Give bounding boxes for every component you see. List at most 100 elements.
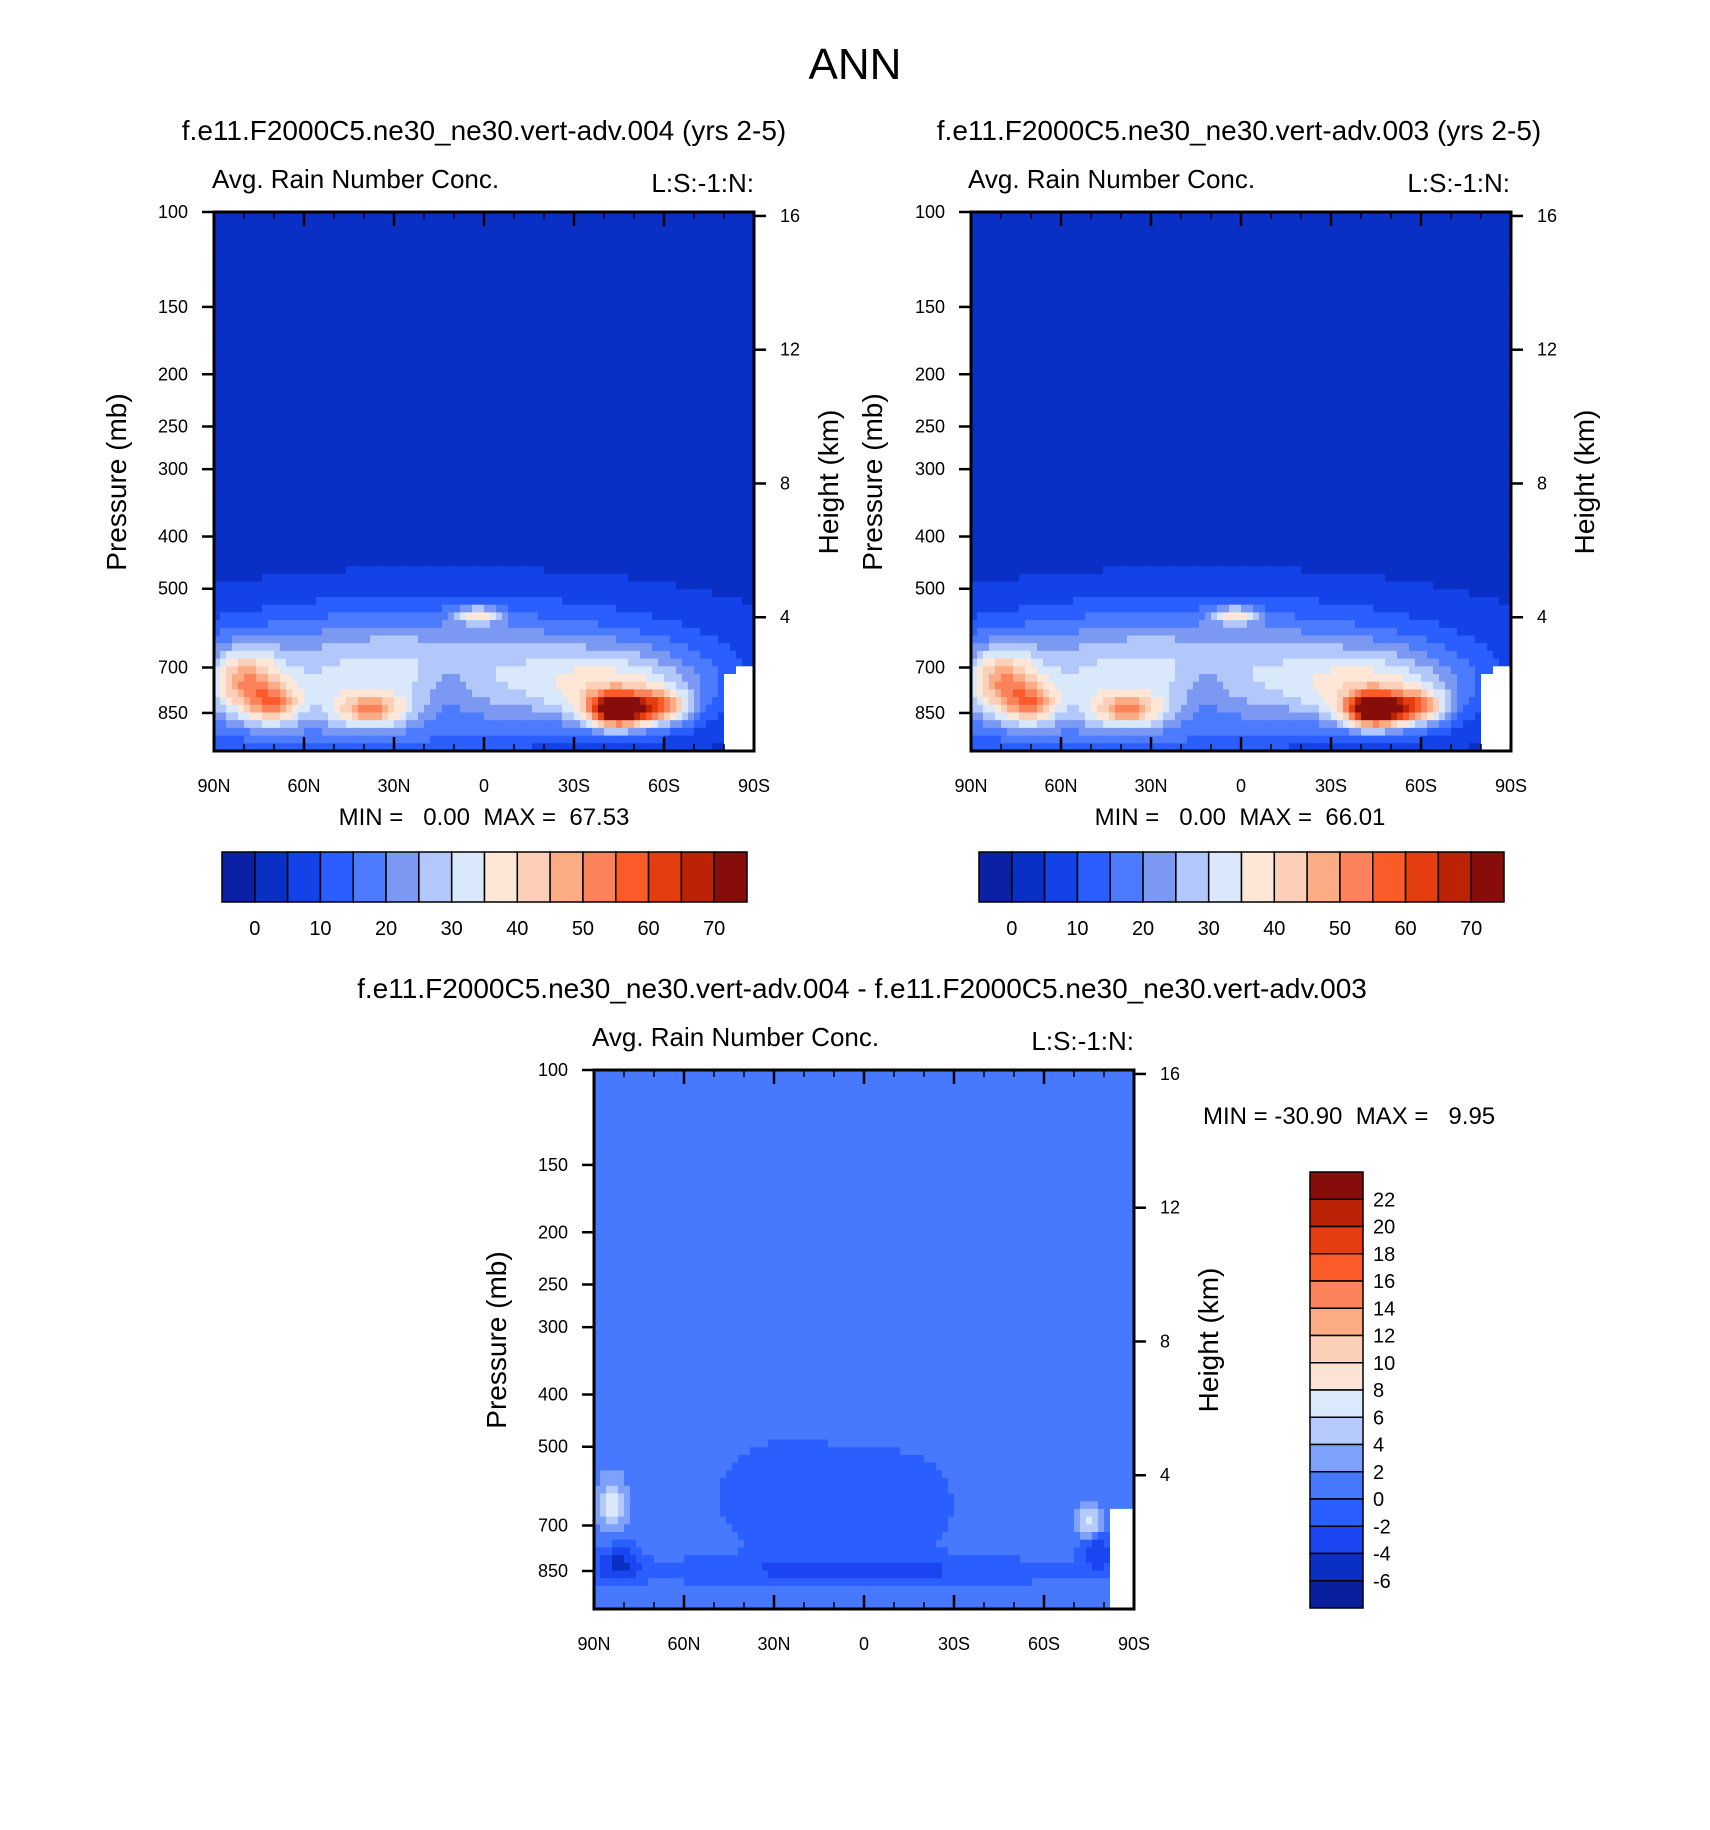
field-cell — [682, 412, 689, 420]
field-cell — [556, 358, 563, 366]
field-cell — [676, 582, 683, 590]
field-cell — [550, 274, 557, 282]
field-cell — [454, 551, 461, 559]
field-cell — [376, 289, 383, 297]
field-cell — [274, 520, 281, 528]
field-cell — [268, 366, 275, 374]
field-cell — [718, 251, 725, 259]
field-cell — [328, 489, 335, 497]
field-cell — [310, 543, 317, 551]
field-cell — [274, 243, 281, 251]
field-cell — [490, 512, 497, 520]
field-cell — [742, 374, 749, 382]
field-cell — [370, 589, 377, 597]
field-cell — [478, 397, 485, 405]
field-cell — [568, 628, 575, 636]
field-cell — [430, 328, 437, 336]
field-cell — [238, 266, 245, 274]
field-cell — [316, 620, 323, 628]
field-cell — [310, 374, 317, 382]
field-cell — [466, 297, 473, 305]
field-cell — [472, 320, 479, 328]
field-cell — [562, 443, 569, 451]
field-cell — [286, 559, 293, 567]
field-cell — [622, 597, 629, 605]
field-cell — [226, 320, 233, 328]
field-cell — [694, 551, 701, 559]
field-cell — [460, 412, 467, 420]
field-cell — [220, 636, 227, 644]
field-cell — [406, 582, 413, 590]
field-cell — [658, 528, 665, 536]
field-cell — [256, 351, 263, 359]
field-cell — [400, 482, 407, 490]
field-cell — [664, 489, 671, 497]
field-cell — [256, 566, 263, 574]
field-cell — [292, 266, 299, 274]
field-cell — [376, 381, 383, 389]
field-cell — [550, 512, 557, 520]
field-cell — [550, 535, 557, 543]
field-cell — [376, 505, 383, 513]
field-cell — [694, 258, 701, 266]
field-cell — [280, 397, 287, 405]
field-cell — [706, 482, 713, 490]
field-cell — [736, 612, 743, 620]
field-cell — [604, 289, 611, 297]
field-cell — [346, 405, 353, 413]
field-cell — [742, 605, 749, 613]
field-cell — [706, 251, 713, 259]
field-cell — [232, 574, 239, 582]
field-cell — [574, 266, 581, 274]
field-cell — [712, 320, 719, 328]
field-cell — [670, 389, 677, 397]
field-cell — [706, 605, 713, 613]
field-cell — [724, 628, 731, 636]
field-cell — [628, 235, 635, 243]
field-cell — [730, 274, 737, 282]
field-cell — [592, 605, 599, 613]
field-cell — [628, 628, 635, 636]
field-cell — [586, 512, 593, 520]
field-cell — [334, 289, 341, 297]
field-cell — [250, 358, 257, 366]
field-cell — [700, 389, 707, 397]
field-cell — [736, 266, 743, 274]
field-cell — [652, 389, 659, 397]
field-cell — [250, 251, 257, 259]
field-cell — [730, 405, 737, 413]
field-cell — [646, 605, 653, 613]
field-cell — [472, 559, 479, 567]
field-cell — [454, 405, 461, 413]
field-cell — [412, 474, 419, 482]
field-cell — [544, 612, 551, 620]
field-cell — [586, 520, 593, 528]
field-cell — [370, 335, 377, 343]
field-cell — [370, 281, 377, 289]
field-cell — [370, 328, 377, 336]
field-cell — [292, 274, 299, 282]
field-cell — [676, 559, 683, 567]
field-cell — [634, 289, 641, 297]
field-cell — [352, 320, 359, 328]
field-cell — [640, 335, 647, 343]
field-cell — [496, 582, 503, 590]
field-cell — [712, 543, 719, 551]
field-cell — [400, 512, 407, 520]
field-cell — [388, 235, 395, 243]
field-cell — [604, 266, 611, 274]
field-cell — [268, 281, 275, 289]
field-cell — [670, 505, 677, 513]
field-cell — [250, 435, 257, 443]
field-cell — [226, 551, 233, 559]
field-cell — [730, 335, 737, 343]
field-cell — [580, 551, 587, 559]
field-cell — [670, 482, 677, 490]
field-cell — [670, 251, 677, 259]
field-cell — [604, 520, 611, 528]
field-cell — [538, 512, 545, 520]
field-cell — [676, 251, 683, 259]
field-cell — [250, 366, 257, 374]
field-cell — [304, 235, 311, 243]
field-cell — [406, 559, 413, 567]
